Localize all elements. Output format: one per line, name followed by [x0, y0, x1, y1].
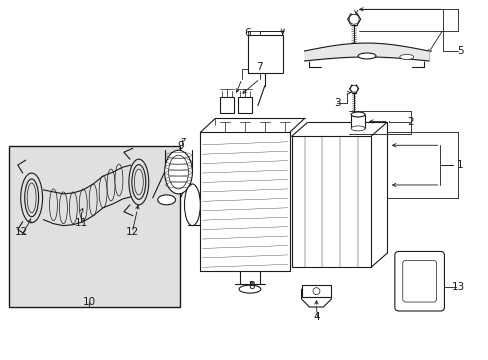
Bar — [220, 96, 234, 113]
Ellipse shape — [350, 112, 365, 117]
Text: 12: 12 — [15, 226, 28, 237]
Ellipse shape — [99, 176, 107, 208]
Text: 2: 2 — [407, 117, 413, 127]
Ellipse shape — [348, 14, 358, 24]
Ellipse shape — [69, 192, 77, 224]
Ellipse shape — [157, 195, 175, 205]
Ellipse shape — [132, 165, 145, 199]
Bar — [247, 35, 282, 73]
FancyBboxPatch shape — [394, 251, 444, 311]
Ellipse shape — [107, 169, 115, 201]
Text: 4: 4 — [312, 312, 319, 322]
Text: 3: 3 — [333, 98, 340, 108]
Ellipse shape — [60, 192, 67, 224]
Ellipse shape — [350, 85, 357, 92]
Ellipse shape — [134, 169, 143, 195]
Ellipse shape — [79, 189, 87, 221]
Ellipse shape — [49, 189, 57, 221]
Ellipse shape — [184, 184, 200, 226]
Bar — [301, 285, 331, 297]
FancyBboxPatch shape — [402, 260, 436, 302]
Text: 12: 12 — [126, 226, 139, 237]
Text: 11: 11 — [75, 218, 88, 228]
Text: 1: 1 — [456, 160, 463, 170]
Ellipse shape — [312, 288, 319, 294]
Ellipse shape — [89, 184, 97, 216]
Ellipse shape — [357, 53, 375, 59]
Text: 5: 5 — [456, 46, 463, 56]
Bar — [9, 146, 179, 307]
Ellipse shape — [164, 150, 192, 194]
Text: 10: 10 — [82, 297, 96, 307]
Bar — [350, 114, 365, 129]
Text: 9: 9 — [177, 141, 183, 151]
Ellipse shape — [115, 164, 122, 196]
Ellipse shape — [350, 126, 365, 131]
Ellipse shape — [25, 179, 39, 217]
Ellipse shape — [27, 183, 36, 213]
Ellipse shape — [399, 54, 413, 59]
Ellipse shape — [239, 285, 260, 293]
Text: 7: 7 — [256, 62, 263, 72]
Bar — [238, 96, 251, 113]
Text: 13: 13 — [451, 282, 464, 292]
Ellipse shape — [168, 155, 188, 189]
Text: 8: 8 — [248, 281, 255, 291]
Text: 6: 6 — [244, 28, 251, 38]
